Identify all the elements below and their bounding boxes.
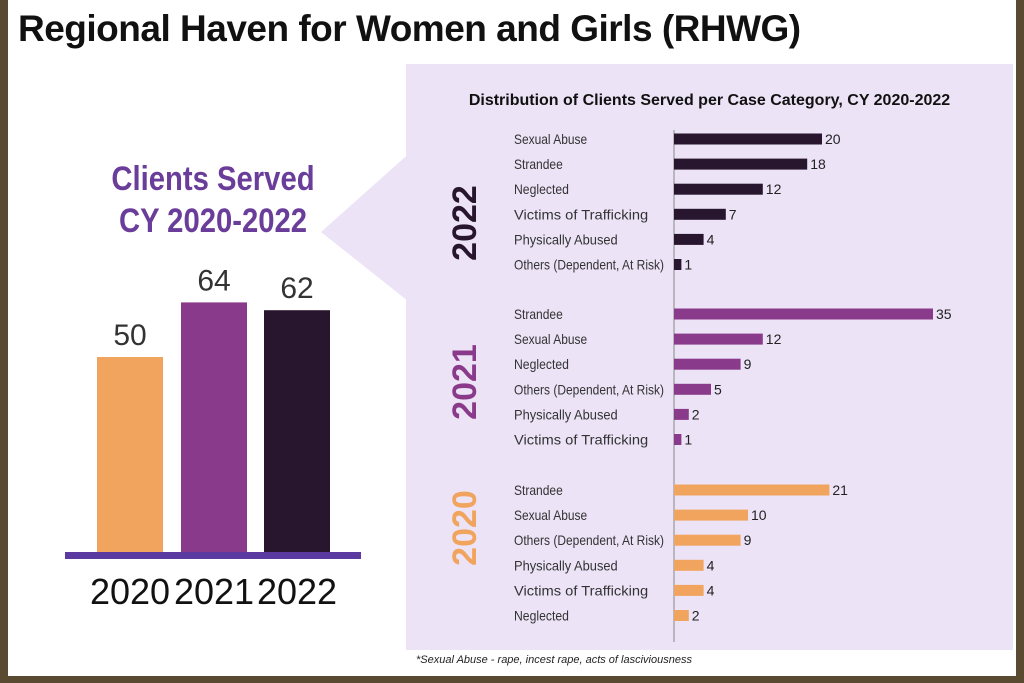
clients-served-title-line1: Clients Served [111,160,315,198]
data-label: 35 [936,306,952,322]
data-label: 5 [714,381,722,397]
category-label: Strandee [514,306,563,322]
bar [674,308,933,320]
bar [674,509,748,521]
category-label: Victims of Trafficking [514,582,648,598]
bar-2020 [97,357,163,552]
category-label: Victims of Trafficking [514,432,648,448]
bar-2021 [181,302,247,552]
data-label: 9 [744,532,752,548]
bar [674,158,808,170]
tick-label-2022: 2022 [257,571,337,612]
data-label: 12 [766,331,782,347]
group-label-2021: 2021 [446,344,484,420]
category-label: Victims of Trafficking [514,206,648,222]
category-label: Others (Dependent, At Risk) [514,381,664,397]
data-label: 4 [707,557,715,573]
category-label: Sexual Abuse [514,507,587,523]
data-label: 12 [766,181,782,197]
category-label: Sexual Abuse [514,331,587,347]
data-label-2020: 50 [113,319,146,352]
category-label: Strandee [514,156,563,172]
bar [674,208,726,220]
category-label: Others (Dependent, At Risk) [514,532,664,548]
category-label: Neglected [514,608,569,624]
data-label: 18 [810,156,826,172]
group-label-2020: 2020 [446,490,484,566]
tick-label-2021: 2021 [174,571,254,612]
bar-2022 [264,310,330,552]
category-label: Strandee [514,482,563,498]
category-label: Sexual Abuse [514,131,587,147]
data-label: 20 [825,131,841,147]
data-label-2021: 64 [197,264,230,297]
data-label: 1 [684,432,692,448]
category-label: Others (Dependent, At Risk) [514,257,664,273]
bar [674,259,682,270]
bar [674,383,711,395]
clients-served-title-line2: CY 2020-2022 [118,202,308,240]
bar [674,333,763,345]
bar [674,434,682,445]
category-label: Physically Abused [514,557,618,573]
slide: Regional Haven for Women and Girls (RHWG… [8,0,1016,676]
bar [674,584,704,596]
data-label: 9 [744,356,752,372]
bar [674,133,822,145]
bar [674,183,763,195]
data-label: 2 [692,608,700,624]
group-label-2022: 2022 [446,185,484,261]
data-label: 4 [707,231,715,247]
data-label: 1 [684,257,692,273]
x-axis-baseline [65,552,361,559]
data-label: 21 [832,482,848,498]
clients-served-chart: 50 2020 64 2021 62 2022 [65,264,361,612]
bar [674,358,741,370]
bar [674,484,830,496]
tick-label-2020: 2020 [90,571,170,612]
data-label: 4 [707,582,715,598]
clients-served-title: Clients Served CY 2020-2022 [88,158,337,242]
category-label: Physically Abused [514,231,618,247]
bar [674,559,704,571]
data-label: 2 [692,406,700,422]
category-label: Neglected [514,356,569,372]
category-label: Physically Abused [514,406,618,422]
data-label: 10 [751,507,767,523]
bar [674,610,689,621]
distribution-chart-title: Distribution of Clients Served per Case … [468,92,951,109]
footnote: *Sexual Abuse - rape, incest rape, acts … [416,654,692,666]
page-title: Regional Haven for Women and Girls (RHWG… [18,8,801,49]
callout-pointer [321,150,413,305]
bar [674,233,704,245]
bar [674,408,689,420]
category-label: Neglected [514,181,569,197]
data-label: 7 [729,206,737,222]
data-label-2022: 62 [280,272,313,305]
bar [674,534,741,546]
